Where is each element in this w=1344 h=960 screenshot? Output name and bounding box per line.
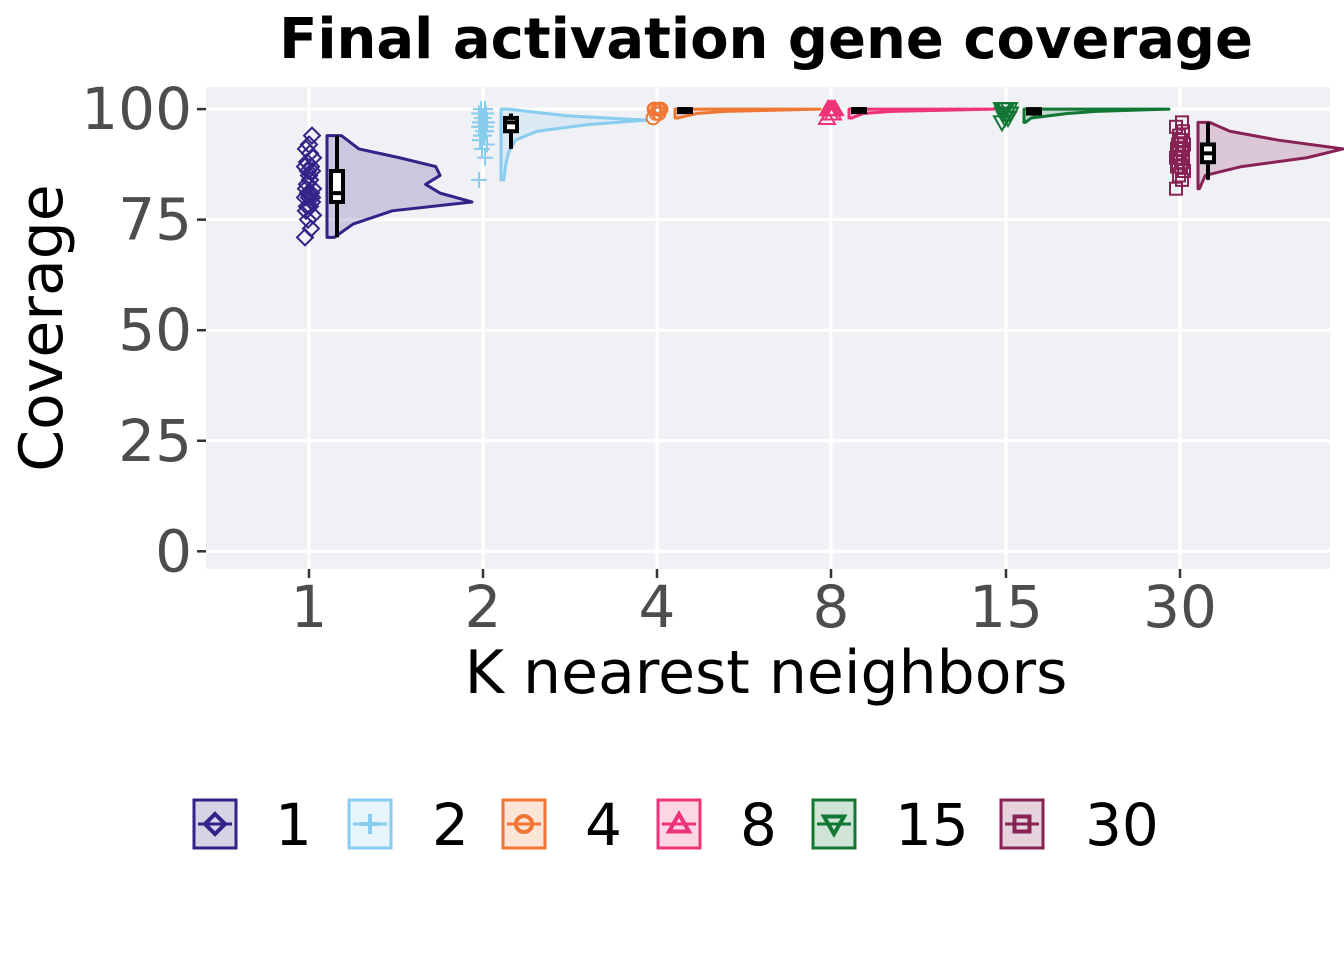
point-2 xyxy=(471,171,487,188)
point-8 xyxy=(821,99,841,117)
y-axis-title: Coverage xyxy=(7,184,77,471)
violin-2 xyxy=(499,107,648,182)
point-30 xyxy=(1175,172,1189,187)
legend-marker-15 xyxy=(820,814,848,839)
point-2 xyxy=(473,101,489,118)
y-tick-label: 0 xyxy=(155,517,192,585)
legend-label-30: 30 xyxy=(1085,791,1159,859)
x-tick-label: 4 xyxy=(639,573,676,641)
point-1 xyxy=(301,157,321,177)
point-30 xyxy=(1175,115,1189,130)
x-tick-label: 8 xyxy=(813,573,850,641)
legend-label-1: 1 xyxy=(275,791,312,859)
x-tick-label: 1 xyxy=(291,573,328,641)
plot-panel xyxy=(206,87,1330,569)
y-tick-label: 25 xyxy=(118,407,192,475)
legend-marker-8 xyxy=(665,809,693,834)
legend-marker-4 xyxy=(514,814,534,834)
box-1 xyxy=(329,169,345,204)
point-15 xyxy=(992,102,1012,120)
violin-30 xyxy=(1196,120,1344,191)
y-tick-label: 75 xyxy=(118,186,192,254)
point-4 xyxy=(652,101,668,117)
legend-label-2: 2 xyxy=(432,791,469,859)
legend: 1 2 4 8 15 30 xyxy=(192,791,1159,859)
x-tick-label: 30 xyxy=(1143,573,1217,641)
legend-label-15: 15 xyxy=(895,791,969,859)
point-1 xyxy=(297,196,317,216)
point-4 xyxy=(647,101,663,117)
chart-title: Final activation gene coverage xyxy=(279,7,1253,72)
legend-marker-1 xyxy=(202,811,228,837)
point-1 xyxy=(298,210,318,230)
point-1 xyxy=(296,139,316,159)
violin-15 xyxy=(1022,107,1171,124)
y-tick-label: 50 xyxy=(118,296,192,364)
violin-1 xyxy=(325,134,474,239)
legend-marker-30 xyxy=(1012,814,1032,834)
grid-lines xyxy=(206,87,1330,569)
x-axis: 1 2 4 8 15 30 xyxy=(291,569,1217,641)
x-axis-title: K nearest neighbors xyxy=(465,638,1068,708)
point-1 xyxy=(297,174,317,194)
y-axis: 0 25 50 75 100 xyxy=(81,75,206,585)
box-2 xyxy=(503,115,519,134)
point-30 xyxy=(1171,137,1185,152)
legend-label-8: 8 xyxy=(740,791,777,859)
x-tick-label: 15 xyxy=(969,573,1043,641)
point-1 xyxy=(300,143,320,163)
violin-4 xyxy=(673,107,822,120)
violin-8 xyxy=(847,107,996,120)
point-1 xyxy=(298,161,318,181)
points-layer xyxy=(295,99,1191,247)
violin-layer xyxy=(325,107,1344,239)
x-tick-label: 2 xyxy=(465,573,502,641)
legend-marker-2 xyxy=(360,814,380,834)
legend-label-4: 4 xyxy=(585,791,622,859)
y-tick-label: 100 xyxy=(81,75,192,143)
point-30 xyxy=(1172,128,1186,143)
point-1 xyxy=(302,126,322,146)
boxplot-layer xyxy=(329,107,1216,238)
point-2 xyxy=(477,149,493,166)
